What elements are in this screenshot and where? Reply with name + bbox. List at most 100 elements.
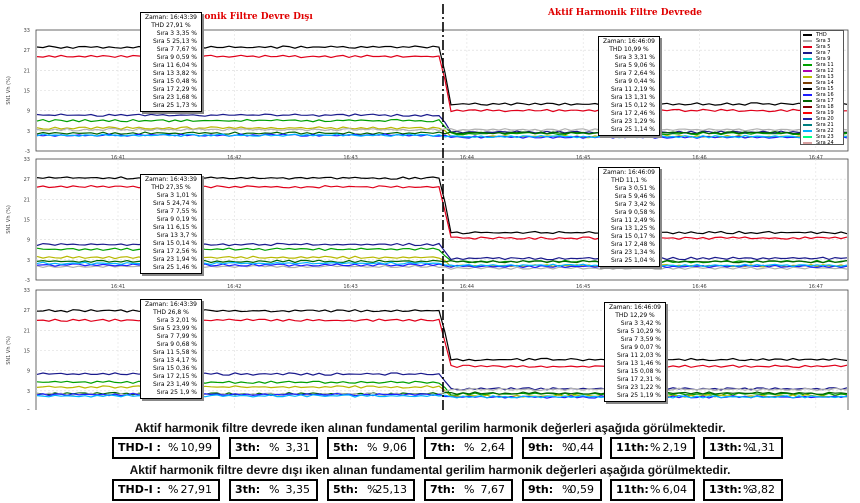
tooltip-row: Sıra 3 2,01 % (156, 317, 197, 324)
x-tick-label: 16:46 (692, 155, 706, 161)
value-number: 10,99 (180, 441, 213, 454)
value-box: 11th:% 6,04 (610, 479, 695, 501)
value-box: 5th:% 9,06 (327, 437, 415, 459)
tooltip-time: Zaman: 16:43:39 (145, 176, 197, 183)
tooltip-row: Sıra 15 0,12 % (610, 102, 655, 109)
tooltip-row: Sıra 9 0,44 % (614, 78, 655, 85)
tooltip-row: Sıra 25 1,46 % (152, 264, 197, 271)
value-label: 7th: (430, 483, 456, 496)
value-number: 2,64 (480, 441, 506, 454)
value-number: 25,13 (375, 483, 408, 496)
tooltip-row: Sıra 3 3,31 % (614, 54, 655, 61)
legend-label: Sıra 7 (816, 50, 831, 56)
tooltip-row: Sıra 11 2,03 % (616, 352, 661, 359)
y-tick-label: -3 (25, 278, 30, 284)
legend-item: Sıra 9 (803, 56, 841, 62)
y-tick-label: 15 (24, 349, 30, 355)
x-tick-label: 16:43 (343, 155, 357, 161)
y-tick-label: 9 (27, 238, 30, 244)
tooltip-row: Sıra 5 9,06 % (614, 62, 655, 69)
x-tick-label: 16:44 (460, 284, 474, 290)
value-box: THD-I :% 27,91 (112, 479, 220, 501)
series-line (36, 113, 848, 134)
tooltip-row: Sıra 23 1,34 % (610, 249, 655, 256)
tooltip-row: Sıra 23 1,68 % (152, 94, 197, 101)
legend-item: Sıra 17 (803, 98, 841, 104)
tooltip-row: Sıra 17 2,29 % (152, 86, 197, 93)
value-box: 11th:% 2,19 (610, 437, 695, 459)
value-label: 3th: (235, 483, 261, 496)
x-tick-label: 16:42 (227, 155, 241, 161)
tooltip-row: Sıra 23 1,94 % (152, 256, 197, 263)
tooltip-row: Sıra 13 1,31 % (610, 94, 655, 101)
tooltip-row: Sıra 25 1,9 % (156, 389, 197, 396)
value-label: 3th: (235, 441, 261, 454)
y-tick-label: 21 (24, 328, 30, 334)
value-label: 7th: (430, 441, 456, 454)
legend-label: Sıra 21 (816, 122, 834, 128)
value-label: 11th: (616, 483, 649, 496)
tooltip-row: Sıra 13 1,25 % (610, 225, 655, 232)
legend-label: Sıra 3 (816, 38, 831, 44)
value-number: 0,44 (569, 441, 595, 454)
y-axis-label: SN1 Vh (%) (6, 205, 12, 234)
tooltip-after: Zaman: 16:46:09 THD 12,29 % Sıra 3 3,42 % S… (604, 302, 666, 402)
tooltip-row: Sıra 9 0,07 % (620, 344, 661, 351)
value-label: 5th: (333, 441, 359, 454)
tooltip-row: Sıra 5 25,13 % (152, 38, 197, 45)
legend-item: Sıra 21 (803, 122, 841, 128)
tooltip-row: Sıra 7 7,99 % (156, 333, 197, 340)
y-axis-label: SN1 Vh (%) (6, 336, 12, 365)
value-number: 6,04 (662, 483, 688, 496)
legend-swatch (803, 142, 812, 144)
legend-swatch (803, 100, 812, 102)
percent-symbol: % (168, 441, 179, 454)
legend-swatch (803, 112, 812, 114)
y-tick-label: 27 (24, 308, 30, 314)
value-number: 27,91 (180, 483, 213, 496)
y-tick-label: 9 (27, 369, 30, 375)
percent-symbol: % (650, 441, 661, 454)
legend-label: Sıra 17 (816, 98, 834, 104)
legend-label: Sıra 12 (816, 68, 834, 74)
percent-symbol: % (562, 483, 573, 496)
percent-symbol: % (367, 441, 378, 454)
tooltip-row: Sıra 23 1,22 % (616, 384, 661, 391)
value-number: 1,31 (750, 441, 776, 454)
legend-label: Sıra 23 (816, 134, 834, 140)
legend-item: THD (803, 32, 841, 38)
y-tick-label: 15 (24, 218, 30, 224)
y-tick-label: -3 (25, 149, 30, 155)
y-tick-label: 3 (27, 129, 30, 135)
tooltip-row: Sıra 7 7,67 % (156, 46, 197, 53)
legend-item: Sıra 23 (803, 134, 841, 140)
legend-item: Sıra 7 (803, 50, 841, 56)
legend-swatch (803, 106, 812, 108)
legend-swatch (803, 46, 812, 48)
tooltip-time: Zaman: 16:46:09 (603, 38, 655, 45)
percent-symbol: % (743, 441, 754, 454)
harmonic-chart: 33 27 21 15 9 3 -3 SN1 Vh (%) 16:41 16:42 16:43 16:… (6, 4, 849, 410)
tooltip-row: Sıra 23 1,29 % (610, 118, 655, 125)
tooltip-thd: THD 12,29 % (615, 312, 655, 319)
y-tick-label: 21 (24, 68, 30, 74)
legend-label: Sıra 24 (816, 140, 834, 146)
value-number: 3,35 (285, 483, 311, 496)
x-tick-label: 16:41 (111, 284, 125, 290)
tooltip-after: Zaman: 16:46:09 THD 11,1 % Sıra 3 0,51 % Sı… (598, 167, 660, 267)
y-tick-label: 3 (27, 389, 30, 395)
value-box: 13th:% 3,82 (703, 479, 783, 501)
tooltip-after: Zaman: 16:46:09 THD 10,99 % Sıra 3 3,31 % S… (598, 36, 660, 136)
tooltip-row: Sıra 17 2,31 % (616, 376, 661, 383)
tooltip-row: Sıra 25 1,19 % (616, 392, 661, 399)
legend-label: Sıra 5 (816, 44, 831, 50)
y-tick-label: -3 (25, 409, 30, 410)
tooltip-row: Sıra 23 1,49 % (152, 381, 197, 388)
y-tick-label: 33 (24, 288, 30, 294)
legend-item: Sıra 18 (803, 104, 841, 110)
value-box: 3th:% 3,35 (229, 479, 318, 501)
tooltip-row: Sıra 5 23,99 % (152, 325, 197, 332)
tooltip-row: Sıra 15 0,36 % (152, 365, 197, 372)
legend-item: Sıra 13 (803, 74, 841, 80)
value-box: 7th:% 7,67 (424, 479, 513, 501)
